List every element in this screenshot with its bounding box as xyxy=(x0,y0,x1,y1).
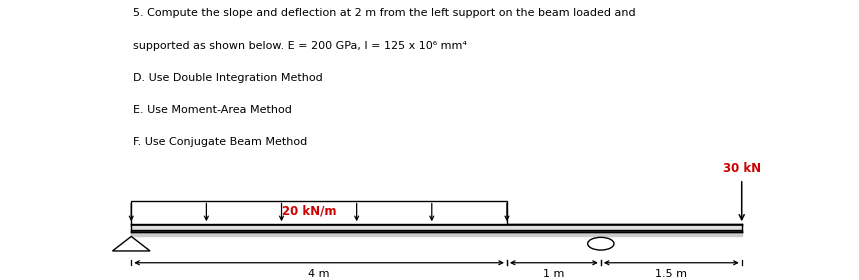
Text: 20 kN/m: 20 kN/m xyxy=(283,205,337,218)
Text: 1 m: 1 m xyxy=(543,269,564,279)
Text: 5. Compute the slope and deflection at 2 m from the left support on the beam loa: 5. Compute the slope and deflection at 2… xyxy=(133,8,636,18)
Text: D. Use Double Integration Method: D. Use Double Integration Method xyxy=(133,73,323,83)
Text: 4 m: 4 m xyxy=(308,269,330,279)
Text: supported as shown below. E = 200 GPa, I = 125 x 10⁶ mm⁴: supported as shown below. E = 200 GPa, I… xyxy=(133,41,467,51)
Bar xyxy=(131,200,507,224)
Text: 1.5 m: 1.5 m xyxy=(655,269,687,279)
Text: F. Use Conjugate Beam Method: F. Use Conjugate Beam Method xyxy=(133,137,308,147)
Text: E. Use Moment-Area Method: E. Use Moment-Area Method xyxy=(133,105,292,115)
Circle shape xyxy=(588,237,614,250)
Polygon shape xyxy=(113,236,150,251)
Text: 30 kN: 30 kN xyxy=(722,162,761,175)
